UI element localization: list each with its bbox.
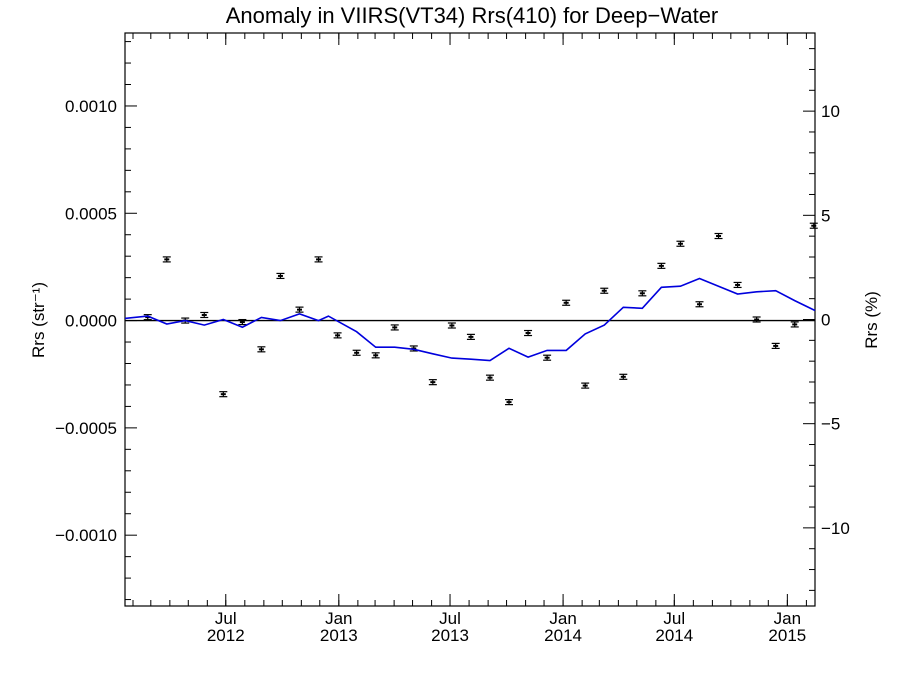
- data-point: [219, 391, 228, 398]
- data-point: [428, 379, 437, 386]
- y-tick-label-left: 0.0000: [65, 312, 117, 331]
- y-tick-label-left: −0.0005: [55, 419, 117, 438]
- x-tick-label-year: 2014: [655, 626, 693, 645]
- data-point: [638, 290, 647, 297]
- y-tick-label-right: −5: [821, 415, 840, 434]
- x-tick-label-month: Jan: [549, 609, 576, 628]
- data-point: [676, 240, 685, 247]
- data-point: [619, 373, 628, 380]
- data-point: [790, 321, 799, 328]
- data-point: [505, 399, 514, 406]
- data-point: [695, 301, 704, 308]
- data-point: [714, 232, 723, 240]
- data-point: [524, 329, 533, 337]
- data-point: [390, 324, 399, 331]
- mean-line: [124, 277, 816, 362]
- data-point: [314, 256, 323, 263]
- x-tick-label-year: 2012: [207, 626, 245, 645]
- x-tick-label-year: 2013: [320, 626, 358, 645]
- data-point: [352, 349, 361, 356]
- data-point: [771, 342, 780, 349]
- x-tick-label-month: Jul: [663, 609, 685, 628]
- y-tick-label-right: 5: [821, 206, 830, 225]
- data-point: [466, 333, 475, 340]
- data-point: [485, 374, 494, 381]
- y-tick-label-left: 0.0005: [65, 204, 117, 223]
- data-point: [447, 322, 456, 329]
- data-point: [295, 306, 304, 313]
- x-tick-label-month: Jul: [439, 609, 461, 628]
- y-tick-label-right: −10: [821, 519, 850, 538]
- data-point: [809, 222, 818, 229]
- data-point: [371, 352, 380, 359]
- y-tick-label-right: 10: [821, 102, 840, 121]
- x-tick-label-year: 2015: [768, 626, 806, 645]
- data-point: [657, 262, 666, 269]
- x-tick-label-month: Jan: [774, 609, 801, 628]
- chart-title: Anomaly in VIIRS(VT34) Rrs(410) for Deep…: [226, 3, 719, 28]
- x-tick-label-year: 2014: [544, 626, 582, 645]
- data-point: [581, 382, 590, 389]
- data-point: [238, 318, 247, 326]
- data-point: [276, 272, 285, 280]
- data-point: [162, 256, 171, 263]
- x-tick-label-month: Jan: [325, 609, 352, 628]
- y-tick-label-right: 0: [821, 311, 830, 330]
- plot-area: 0.0010 0.0005 0.0000 −0.0005 −0.0010 10 5 0 −5 −1…: [55, 32, 850, 645]
- data-point: [257, 346, 266, 353]
- data-point: [752, 316, 761, 323]
- data-point: [200, 311, 209, 319]
- x-tick-label-year: 2013: [431, 626, 469, 645]
- data-point: [333, 332, 342, 339]
- x-tick-label-month: Jul: [215, 609, 237, 628]
- data-point: [543, 354, 552, 361]
- plot-frame: [124, 32, 816, 607]
- y-tick-label-left: −0.0010: [55, 526, 117, 545]
- y-axis-label-right: Rrs (%): [862, 291, 881, 349]
- y-axis-label-left: Rrs (str⁻¹): [29, 282, 48, 358]
- data-point: [600, 287, 609, 294]
- data-point: [562, 299, 571, 306]
- y-tick-label-left: 0.0010: [65, 97, 117, 116]
- data-point: [409, 345, 418, 352]
- data-point: [733, 281, 742, 289]
